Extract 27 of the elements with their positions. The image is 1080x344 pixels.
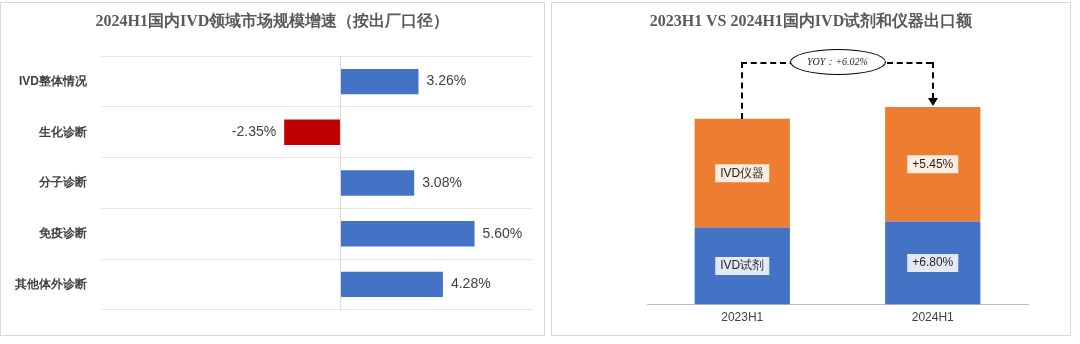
x-tick-label: 2023H1 (721, 310, 764, 325)
data-label: 4.28% (450, 275, 491, 292)
data-label: 5.60% (482, 224, 523, 241)
data-label: -2.35% (231, 123, 277, 140)
bar (340, 170, 415, 196)
text: YOY：+6.02% (789, 49, 886, 75)
y-tick-label: IVD整体情况 (18, 73, 88, 88)
y-tick-label: 免疫诊断 (38, 226, 87, 241)
bar (340, 68, 419, 95)
bar (340, 221, 475, 247)
chart-title: 2024H1国内IVD领域市场规模增速（按出厂口径） (94, 11, 451, 31)
annotation: +5.45% (912, 156, 954, 171)
series-label: IVD试剂 (720, 258, 765, 273)
bar (694, 118, 790, 228)
series-label: IVD仪器 (720, 165, 765, 180)
data-label: 3.08% (422, 173, 462, 190)
y-tick-label: 生化诊断 (38, 124, 87, 139)
bar (340, 271, 443, 298)
annotation: +6.80% (912, 255, 954, 270)
bar (284, 119, 341, 145)
y-tick-label: 分子诊断 (38, 175, 87, 190)
bar (885, 107, 981, 222)
data-label: 3.26% (426, 72, 467, 89)
bar (885, 221, 981, 305)
x-tick-label: 2024H1 (911, 310, 955, 325)
chart-title: 2023H1 VS 2024H1国内IVD试剂和仪器出口额 (648, 11, 974, 31)
y-tick-label: 其他体外诊断 (14, 276, 87, 291)
